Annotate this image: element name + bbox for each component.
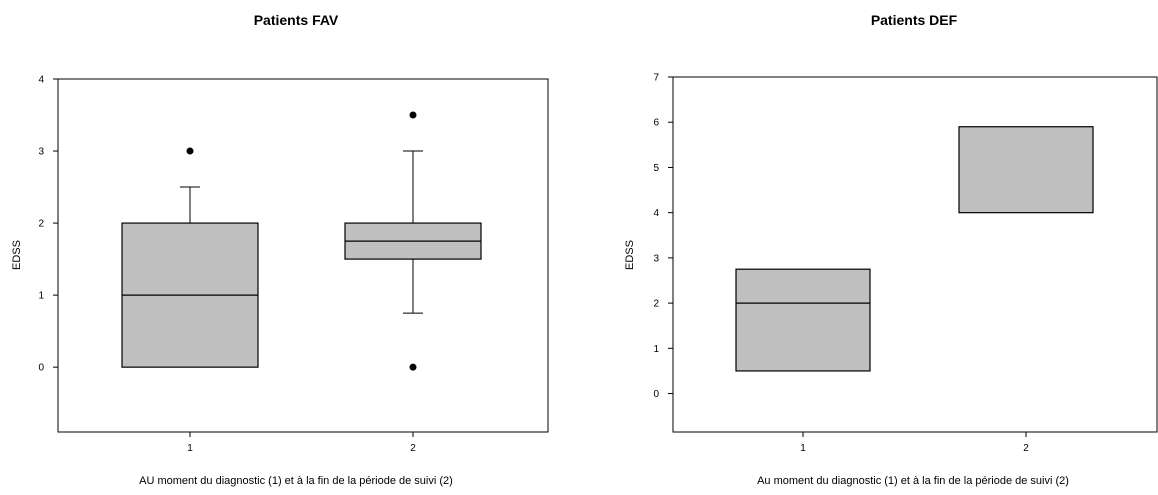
x-axis-label: AU moment du diagnostic (1) et à la fin … xyxy=(139,475,453,487)
x-tick-label: 2 xyxy=(1023,443,1029,454)
y-tick-label: 2 xyxy=(653,299,659,310)
outlier-point xyxy=(186,147,194,155)
y-tick-label: 1 xyxy=(38,291,44,302)
y-axis-label: EDSS xyxy=(11,240,23,270)
chart-title: Patients FAV xyxy=(254,12,339,28)
y-axis: 0 1 2 3 4 xyxy=(38,75,58,374)
x-tick-label: 1 xyxy=(800,443,806,454)
x-tick-label: 1 xyxy=(187,443,193,454)
y-tick-label: 0 xyxy=(653,389,659,400)
box-plots xyxy=(735,126,1094,372)
y-tick-label: 5 xyxy=(653,163,659,174)
y-tick-label: 0 xyxy=(38,363,44,374)
outlier-point xyxy=(409,363,417,371)
y-tick-label: 2 xyxy=(38,219,44,230)
y-tick-label: 7 xyxy=(653,73,659,84)
y-tick-label: 3 xyxy=(38,147,44,158)
x-tick-label: 2 xyxy=(410,443,416,454)
box-iqr xyxy=(958,126,1094,214)
y-tick-label: 4 xyxy=(38,75,44,86)
y-tick-label: 3 xyxy=(653,253,659,264)
plot-frame xyxy=(672,76,1158,433)
y-tick-label: 6 xyxy=(653,118,659,129)
plot-frame xyxy=(57,78,549,433)
box-plots xyxy=(121,111,482,371)
x-axis-label: Au moment du diagnostic (1) et à la fin … xyxy=(757,475,1069,487)
y-axis-label: EDSS xyxy=(624,240,636,270)
outlier-point xyxy=(409,111,417,119)
chart-title: Patients DEF xyxy=(871,12,958,28)
y-axis: 0 1 2 3 4 5 6 7 xyxy=(653,73,673,400)
y-tick-label: 4 xyxy=(653,208,659,219)
box-iqr xyxy=(735,268,871,372)
y-tick-label: 1 xyxy=(653,344,659,355)
